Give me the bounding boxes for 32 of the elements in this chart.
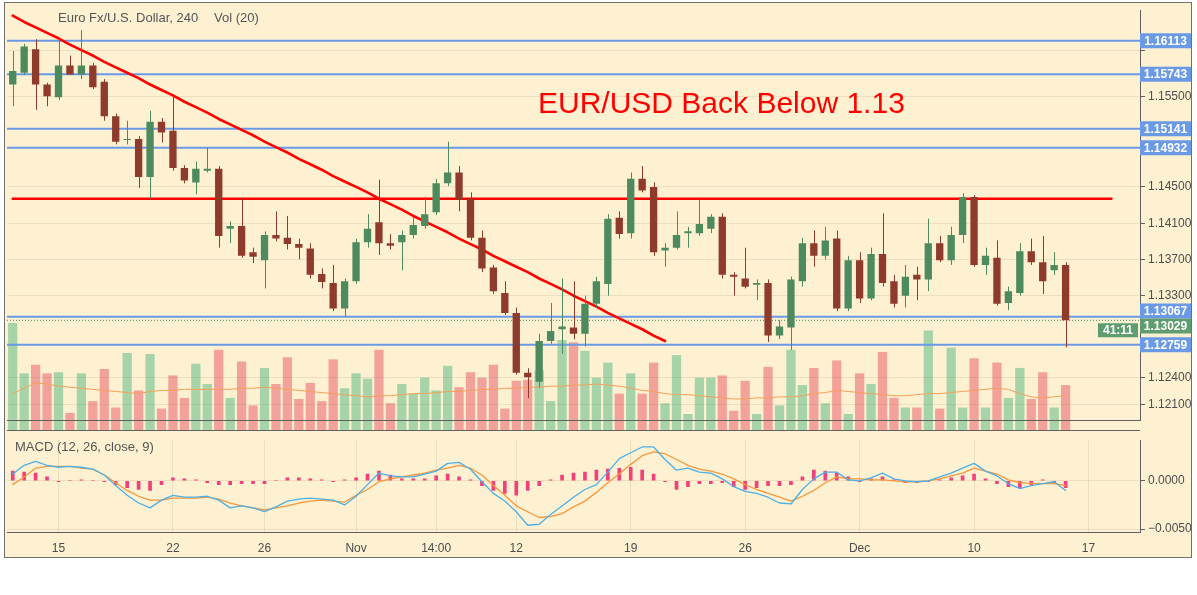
x-tick-label: 22 xyxy=(166,540,180,555)
x-tick-label: 26 xyxy=(738,540,753,555)
ref-line-label: 1.12759 xyxy=(1143,337,1188,352)
x-tick-label: 26 xyxy=(257,540,272,555)
ref-line-label: 1.16113 xyxy=(1144,33,1188,48)
x-tick-label: 15 xyxy=(51,540,66,555)
y-tick-label: 1.13700 xyxy=(1148,251,1192,266)
y-tick-label: 1.12400 xyxy=(1148,369,1192,384)
annotation: EUR/USD Back Below 1.13 xyxy=(538,86,905,119)
x-tick-label: 17 xyxy=(1081,540,1096,555)
y-tick-label: 1.13300 xyxy=(1148,288,1192,303)
x-tick-label: Dec xyxy=(848,540,871,555)
x-tick-label: 19 xyxy=(624,540,638,555)
y-tick-label: 1.14500 xyxy=(1148,179,1192,194)
chart-title: MACD (12, 26, close, 9) xyxy=(15,439,154,455)
x-tick-label: 12 xyxy=(509,540,524,555)
ref-line-label: 1.13029 xyxy=(1143,318,1188,333)
annotation: 41:11 xyxy=(1102,323,1134,338)
ref-line-label: 1.15141 xyxy=(1143,121,1188,136)
ref-line-label: 1.14932 xyxy=(1143,140,1188,155)
y-tick-label: −0.0050 xyxy=(1148,521,1193,536)
y-tick-label: 1.15500 xyxy=(1148,88,1192,103)
x-tick-label: Nov xyxy=(345,540,367,555)
y-tick-label: 0.0000 xyxy=(1148,473,1186,488)
x-tick-label: 14:00 xyxy=(421,540,452,555)
y-tick-label: 1.14100 xyxy=(1148,215,1192,230)
ref-line-label: 1.13067 xyxy=(1143,303,1188,318)
y-tick-label: 1.12100 xyxy=(1148,396,1192,411)
chart-title: Euro Fx/U.S. Dollar, 240 xyxy=(58,10,199,26)
x-tick-label: 10 xyxy=(967,540,982,555)
chart-title: Vol (20) xyxy=(214,10,259,26)
ref-line-label: 1.15743 xyxy=(1143,67,1188,82)
